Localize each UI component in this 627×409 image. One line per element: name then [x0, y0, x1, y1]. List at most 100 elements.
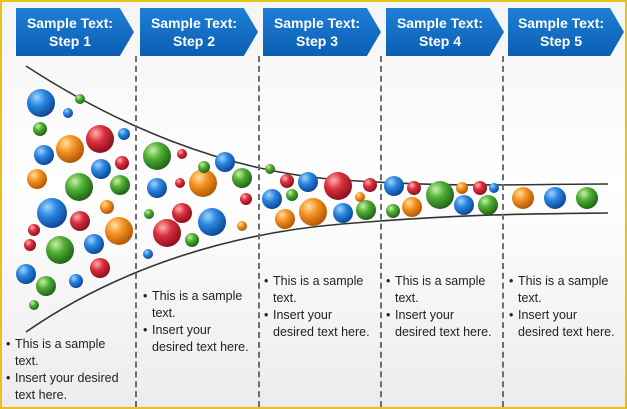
blue-bubble	[215, 152, 235, 172]
green-bubble	[65, 173, 93, 201]
red-bubble	[115, 156, 129, 170]
orange-bubble	[355, 192, 365, 202]
blue-bubble	[63, 108, 73, 118]
bullet-item: Insert your desired text here.	[6, 370, 132, 404]
orange-bubble	[456, 182, 468, 194]
blue-bubble	[198, 208, 226, 236]
step-3-text: This is a sample text. Insert your desir…	[264, 273, 376, 341]
orange-bubble	[105, 217, 133, 245]
step-5-label: Sample Text: Step 5	[517, 15, 605, 49]
step-1-arrow: Sample Text: Step 1	[16, 8, 134, 56]
step-3-label: Sample Text: Step 3	[273, 15, 361, 49]
column-divider	[380, 56, 382, 407]
blue-bubble	[147, 178, 167, 198]
red-bubble	[324, 172, 352, 200]
red-bubble	[280, 174, 294, 188]
blue-bubble	[69, 274, 83, 288]
column-divider	[502, 56, 504, 407]
red-bubble	[177, 149, 187, 159]
red-bubble	[90, 258, 110, 278]
bullet-item: This is a sample text.	[386, 273, 498, 307]
step-2-label: Sample Text: Step 2	[150, 15, 238, 49]
blue-bubble	[91, 159, 111, 179]
green-bubble	[36, 276, 56, 296]
green-bubble	[198, 161, 210, 173]
blue-bubble	[37, 198, 67, 228]
orange-bubble	[27, 169, 47, 189]
blue-bubble	[454, 195, 474, 215]
green-bubble	[144, 209, 154, 219]
bullet-item: This is a sample text.	[264, 273, 376, 307]
green-bubble	[286, 189, 298, 201]
blue-bubble	[262, 189, 282, 209]
green-bubble	[386, 204, 400, 218]
red-bubble	[24, 239, 36, 251]
bubble-group	[16, 89, 598, 310]
red-bubble	[473, 181, 487, 195]
blue-bubble	[544, 187, 566, 209]
blue-bubble	[118, 128, 130, 140]
orange-bubble	[189, 169, 217, 197]
blue-bubble	[27, 89, 55, 117]
green-bubble	[356, 200, 376, 220]
red-bubble	[240, 193, 252, 205]
green-bubble	[478, 195, 498, 215]
red-bubble	[86, 125, 114, 153]
green-bubble	[143, 142, 171, 170]
step-1-text: This is a sample text. Insert your desir…	[6, 336, 132, 404]
blue-bubble	[34, 145, 54, 165]
green-bubble	[75, 94, 85, 104]
orange-bubble	[100, 200, 114, 214]
blue-bubble	[143, 249, 153, 259]
red-bubble	[407, 181, 421, 195]
green-bubble	[232, 168, 252, 188]
bullet-item: Insert your desired text here.	[386, 307, 498, 341]
bullet-item: Insert your desired text here.	[509, 307, 619, 341]
green-bubble	[46, 236, 74, 264]
bullet-item: Insert your desired text here.	[143, 322, 253, 356]
orange-bubble	[56, 135, 84, 163]
step-1-label: Sample Text: Step 1	[26, 15, 114, 49]
blue-bubble	[384, 176, 404, 196]
green-bubble	[426, 181, 454, 209]
green-bubble	[576, 187, 598, 209]
green-bubble	[29, 300, 39, 310]
step-4-label: Sample Text: Step 4	[396, 15, 484, 49]
green-bubble	[33, 122, 47, 136]
bullet-item: This is a sample text.	[6, 336, 132, 370]
step-4-text: This is a sample text. Insert your desir…	[386, 273, 498, 341]
blue-bubble	[298, 172, 318, 192]
red-bubble	[175, 178, 185, 188]
step-3-arrow: Sample Text: Step 3	[263, 8, 381, 56]
step-2-text: This is a sample text. Insert your desir…	[143, 288, 253, 356]
step-5-text: This is a sample text. Insert your desir…	[509, 273, 619, 341]
column-divider	[258, 56, 260, 407]
orange-bubble	[237, 221, 247, 231]
step-4-arrow: Sample Text: Step 4	[386, 8, 504, 56]
orange-bubble	[512, 187, 534, 209]
funnel-bottom-curve	[25, 212, 609, 333]
green-bubble	[110, 175, 130, 195]
red-bubble	[363, 178, 377, 192]
column-divider	[135, 56, 137, 407]
blue-bubble	[489, 183, 499, 193]
green-bubble	[265, 164, 275, 174]
red-bubble	[172, 203, 192, 223]
red-bubble	[70, 211, 90, 231]
bullet-item: Insert your desired text here.	[264, 307, 376, 341]
blue-bubble	[16, 264, 36, 284]
red-bubble	[153, 219, 181, 247]
orange-bubble	[299, 198, 327, 226]
green-bubble	[185, 233, 199, 247]
step-5-arrow: Sample Text: Step 5	[508, 8, 624, 56]
funnel-top-curve	[25, 65, 609, 186]
red-bubble	[28, 224, 40, 236]
bullet-item: This is a sample text.	[143, 288, 253, 322]
blue-bubble	[333, 203, 353, 223]
orange-bubble	[402, 197, 422, 217]
bullet-item: This is a sample text.	[509, 273, 619, 307]
orange-bubble	[275, 209, 295, 229]
step-2-arrow: Sample Text: Step 2	[140, 8, 258, 56]
